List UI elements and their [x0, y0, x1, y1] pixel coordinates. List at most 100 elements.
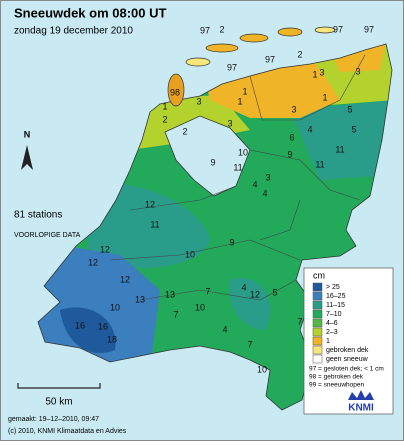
coastline	[37, 43, 393, 411]
station-value: 97	[333, 24, 343, 34]
station-value: 97	[200, 25, 210, 35]
legend-swatch	[312, 309, 323, 319]
legend-label: 1	[326, 338, 330, 345]
legend-label: 7–10	[326, 311, 342, 318]
station-value: 7	[173, 309, 178, 319]
legend-label: 4–6	[326, 320, 338, 327]
legend-label: > 25	[326, 284, 340, 291]
station-value: 97	[227, 62, 237, 72]
scale-label: 50 km	[45, 397, 72, 408]
legend-swatch	[312, 318, 323, 328]
station-value: 10	[257, 364, 267, 374]
legend-swatch	[312, 354, 323, 364]
station-value: 16	[75, 320, 85, 330]
legend-swatch	[312, 345, 323, 355]
station-value: 7	[297, 316, 302, 326]
station-value: 10	[110, 302, 120, 312]
station-value: 1	[312, 69, 317, 79]
legend-label: 11–15	[326, 302, 345, 309]
legend-label: geen sneeuw	[326, 356, 369, 363]
station-value: 2	[182, 126, 187, 136]
legend-swatch	[312, 300, 323, 310]
station-value: 12	[120, 274, 130, 284]
station-value: 7	[205, 286, 210, 296]
station-value: 12	[250, 289, 260, 299]
legend-label: gebroken dek	[326, 347, 369, 354]
zone	[290, 100, 392, 180]
legend-note: 99 = sneeuwhopen	[309, 382, 365, 389]
zone	[60, 307, 116, 354]
station-value: 97	[265, 54, 275, 64]
legend-note: 97 = gesloten dek; < 1 cm	[309, 366, 384, 373]
station-value: 2	[162, 114, 167, 124]
islands	[167, 26, 336, 107]
copyright: (c) 2010, KNMI Klimaatdata en Advies	[8, 428, 127, 435]
station-value: 11	[335, 144, 344, 154]
logo-crown	[348, 390, 374, 400]
station-value: 5	[272, 287, 277, 297]
zone	[229, 278, 271, 330]
station-value: 13	[165, 289, 175, 299]
station-value: 9	[210, 157, 215, 167]
station-value: 9	[287, 149, 292, 159]
station-value: 5	[347, 104, 352, 114]
north-label: N	[24, 129, 31, 139]
station-value: 2	[297, 49, 302, 59]
legend-label: 16–25	[326, 293, 346, 300]
province-borders	[109, 54, 366, 301]
north-arrow	[21, 145, 33, 170]
station-value: 3	[227, 118, 232, 128]
legend-label: 2–3	[326, 329, 338, 336]
station-value: 4	[241, 282, 246, 292]
station-value: 9	[229, 237, 234, 247]
logo: KNMI	[348, 403, 374, 414]
station-value: 98	[170, 87, 180, 97]
subtitle: zondag 19 december 2010	[14, 26, 133, 37]
station-value: 11	[233, 162, 242, 172]
station-value: 12	[88, 257, 98, 267]
station-value: 12	[145, 199, 155, 209]
stations-count: 81 stations	[14, 210, 62, 221]
station-value: 4	[307, 124, 312, 134]
legend-swatch	[312, 336, 323, 346]
zone	[38, 240, 160, 370]
station-value: 3	[291, 104, 296, 114]
legend-swatch	[312, 291, 323, 301]
legend-note: 98 = gebroken dek	[309, 374, 364, 381]
station-value: 1	[242, 86, 247, 96]
station-value: 4	[262, 188, 267, 198]
legend-swatch	[312, 327, 323, 337]
station-value: 2	[219, 24, 224, 34]
legend-swatch	[312, 282, 323, 292]
station-value: 11	[315, 159, 324, 169]
status: VOORLOPIGE DATA	[14, 232, 81, 239]
title: Sneeuwdek om 08:00 UT	[14, 5, 166, 20]
station-value: 3	[319, 67, 324, 77]
station-value: 1	[237, 96, 242, 106]
station-value: 11	[150, 219, 159, 229]
station-value: 4	[222, 324, 227, 334]
station-value: 13	[135, 294, 145, 304]
station-value: 12	[100, 244, 110, 254]
scale-bar	[17, 383, 101, 389]
station-value: 16	[98, 321, 108, 331]
station-value: 5	[351, 124, 356, 134]
station-value: 3	[196, 96, 201, 106]
legend-unit: cm	[313, 270, 325, 280]
station-value: 3	[355, 66, 360, 76]
station-value: 10	[195, 302, 205, 312]
station-value: 10	[238, 147, 248, 157]
legend: > 25 16–25 11–15 7–10 4–6 2–3 1 gebroken dek gee…	[309, 282, 384, 389]
station-value: 18	[107, 334, 117, 344]
station-value: 10	[185, 249, 195, 259]
station-value: 7	[247, 339, 252, 349]
station-value: 3	[265, 172, 270, 182]
station-value: 4	[252, 179, 257, 189]
station-value: 1	[322, 92, 327, 102]
station-value: 6	[289, 132, 294, 142]
made-date: gemaakt: 19–12–2010, 09:47	[8, 416, 99, 423]
station-value: 97	[364, 24, 374, 34]
